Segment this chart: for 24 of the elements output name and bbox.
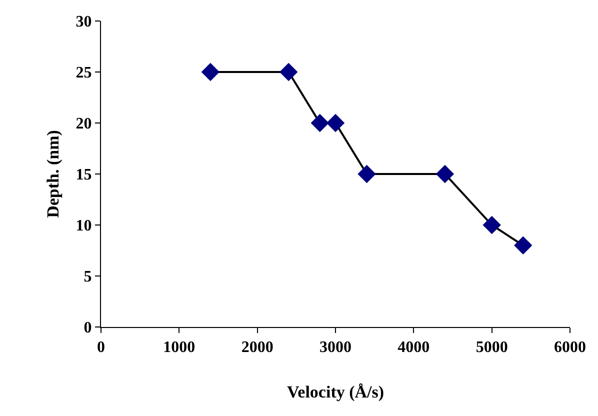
x-tick-label: 0 bbox=[97, 339, 105, 356]
point bbox=[482, 216, 501, 234]
y-tick-label: 0 bbox=[84, 320, 92, 337]
y-tick-label: 10 bbox=[76, 218, 92, 235]
x-tick-label: 5000 bbox=[476, 339, 508, 356]
x-tick-label: 6000 bbox=[554, 339, 586, 356]
point bbox=[358, 164, 376, 184]
y-tick-label: 20 bbox=[76, 116, 92, 133]
y-axis-title: Depth. (nm) bbox=[43, 130, 62, 218]
point bbox=[436, 164, 454, 184]
x-tick-label: 2000 bbox=[241, 339, 274, 356]
y-tick-label: 5 bbox=[84, 268, 92, 286]
point bbox=[280, 62, 298, 82]
point bbox=[310, 114, 329, 132]
y-tick-label: 15 bbox=[76, 166, 92, 184]
x-axis-title: Velocity (Å/s) bbox=[286, 382, 384, 402]
x-tick-label: 3000 bbox=[320, 339, 352, 356]
x-tick-label: 1000 bbox=[163, 339, 196, 356]
x-tick-label: 4000 bbox=[398, 339, 430, 356]
y-tick-label: 30 bbox=[76, 14, 92, 31]
point bbox=[201, 62, 220, 82]
y-tick-label: 25 bbox=[76, 64, 92, 82]
point bbox=[514, 236, 532, 254]
point bbox=[326, 114, 345, 132]
